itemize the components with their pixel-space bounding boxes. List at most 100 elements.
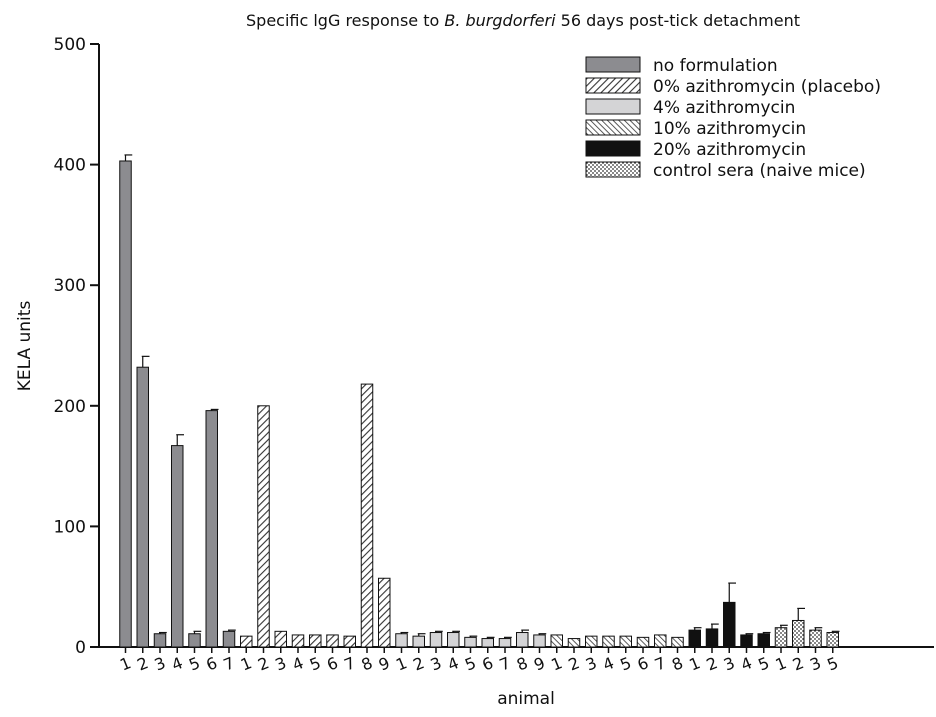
x-tick-label: 8 (669, 653, 686, 674)
bar (222, 630, 236, 648)
legend-swatch (585, 119, 641, 136)
x-tick-label: 5 (824, 653, 841, 674)
bar (636, 636, 650, 648)
legend-label: 10% azithromycin (653, 119, 806, 139)
bar (533, 634, 546, 648)
bar (464, 636, 477, 648)
x-tick-label: 2 (410, 653, 427, 674)
x-tick-label: 3 (152, 653, 169, 674)
y-axis: 0 100 200 300 400 500 (54, 35, 100, 658)
bar (119, 160, 132, 648)
x-tick-label: 8 (514, 653, 531, 674)
x-tick-label: 6 (203, 653, 220, 674)
bar (550, 634, 563, 648)
bar (671, 636, 684, 648)
x-tick-label: 2 (566, 653, 583, 674)
bar (395, 633, 408, 648)
x-tick-label: 6 (324, 653, 341, 674)
x-tick-label: 6 (479, 653, 496, 674)
bar (171, 445, 184, 648)
y-tick-label: 100 (54, 517, 86, 537)
bar (481, 638, 494, 648)
x-tick-label: 4 (738, 653, 755, 674)
bar (188, 633, 201, 648)
bar (688, 629, 701, 648)
bar (792, 619, 805, 648)
legend-label: 4% azithromycin (653, 98, 795, 118)
x-tick-label: 2 (790, 653, 807, 674)
bar (240, 635, 253, 648)
y-tick-label: 400 (54, 156, 86, 176)
bar (774, 627, 788, 648)
x-tick-label: 3 (583, 653, 600, 674)
bar (567, 638, 581, 648)
x-tick-label: 3 (272, 653, 289, 674)
bar (826, 632, 839, 648)
x-tick-label: 8 (359, 653, 376, 674)
legend-label: no formulation (653, 56, 778, 76)
bar (205, 410, 218, 648)
x-tick-label: 2 (134, 653, 151, 674)
bar (378, 577, 391, 648)
x-tick-label: 6 (635, 653, 652, 674)
bar (429, 632, 443, 648)
legend-label: 0% azithromycin (placebo) (653, 77, 881, 97)
x-tick-label: 7 (652, 653, 669, 674)
bar (723, 601, 736, 648)
x-tick-label: 4 (290, 653, 307, 674)
x-tick-label: 1 (773, 653, 790, 674)
bar (619, 635, 632, 648)
x-tick-label: 5 (755, 653, 772, 674)
bar (757, 633, 770, 648)
chart-title-part: Specific lgG response to (246, 11, 444, 30)
bar (257, 405, 270, 648)
legend-swatch (585, 161, 641, 178)
x-tick-label: 3 (428, 653, 445, 674)
x-tick-label: 4 (445, 653, 462, 674)
legend-swatch (585, 98, 641, 115)
bar (740, 634, 753, 648)
legend-label: 20% azithromycin (653, 140, 806, 160)
chart-title: Specific lgG response to B. burgdorferi … (246, 11, 800, 30)
bar (274, 630, 287, 648)
x-tick-label: 1 (686, 653, 703, 674)
x-tick-label: 5 (186, 653, 203, 674)
y-axis-title: KELA units (15, 301, 35, 392)
bar (412, 635, 425, 648)
bar (516, 632, 529, 648)
x-tick-label: 1 (548, 653, 565, 674)
bar (809, 629, 822, 648)
x-tick-label: 5 (617, 653, 634, 674)
x-axis-title: animal (497, 689, 555, 709)
bar (498, 638, 512, 648)
x-tick-label: 5 (462, 653, 479, 674)
x-tick-label: 1 (393, 653, 410, 674)
x-tick-label: 2 (704, 653, 721, 674)
bar (705, 628, 719, 648)
bar (360, 383, 374, 648)
legend-swatch (585, 56, 641, 73)
bar (153, 633, 167, 648)
x-tick-label: 4 (169, 653, 186, 674)
x-tick-label: 7 (497, 653, 514, 674)
legend-swatch (585, 77, 641, 94)
y-tick-label: 500 (54, 35, 86, 55)
bar (291, 634, 305, 648)
bar (326, 634, 339, 648)
bar (447, 632, 460, 648)
y-tick-label: 0 (75, 638, 86, 658)
chart-title-part: B. burgdorferi (444, 11, 556, 30)
x-tick-label: 9 (531, 653, 548, 674)
x-tick-label: 9 (376, 653, 393, 674)
legend-label: control sera (naive mice) (653, 161, 866, 181)
y-tick-label: 300 (54, 276, 86, 296)
bar (309, 634, 322, 648)
x-tick-label: 7 (221, 653, 238, 674)
x-tick-label: 2 (255, 653, 272, 674)
x-tick-label: 3 (807, 653, 824, 674)
x-tick-label: 7 (341, 653, 358, 674)
